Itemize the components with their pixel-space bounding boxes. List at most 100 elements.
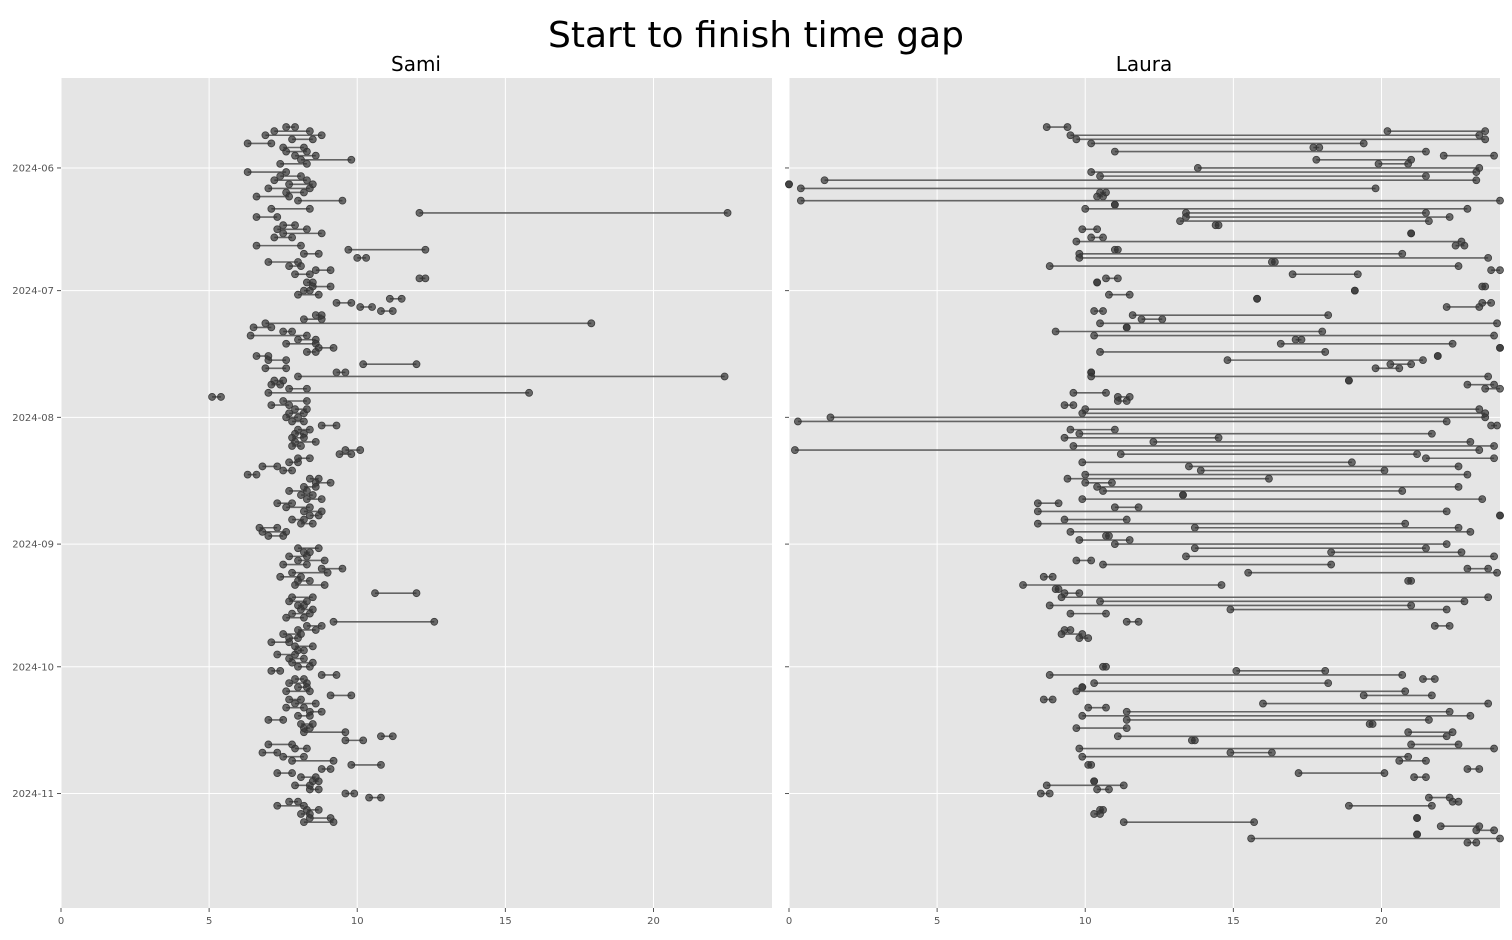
finish-point <box>377 793 385 802</box>
finish-point <box>347 450 356 459</box>
start-point <box>1075 634 1084 643</box>
finish-point <box>1490 454 1498 463</box>
start-point <box>288 756 296 765</box>
finish-point <box>430 617 439 626</box>
start-point <box>1045 671 1054 679</box>
start-point <box>279 327 288 336</box>
finish-point <box>305 286 314 295</box>
start-point <box>1463 564 1472 573</box>
finish-point <box>285 401 294 409</box>
finish-point <box>1484 593 1493 602</box>
finish-point <box>1084 634 1093 643</box>
start-point <box>288 568 296 577</box>
finish-point <box>1179 491 1187 499</box>
finish-point <box>1430 675 1439 683</box>
start-point <box>297 773 305 782</box>
start-point <box>1259 699 1267 708</box>
finish-point <box>412 360 421 369</box>
start-point <box>249 323 258 332</box>
finish-point <box>1099 192 1107 201</box>
finish-point <box>1214 433 1223 442</box>
finish-point <box>1475 303 1484 311</box>
panel-sami: 0 5 10 15 20 2024-06 2024-07 2024-08 2024-09 2024… <box>12 78 772 927</box>
finish-point <box>1422 544 1430 553</box>
finish-point <box>276 380 285 389</box>
finish-point <box>1102 703 1110 712</box>
finish-point <box>300 188 308 197</box>
start-point <box>252 192 261 201</box>
start-point <box>288 658 296 667</box>
finish-point <box>305 425 314 434</box>
finish-point <box>347 155 356 164</box>
start-point <box>1439 151 1448 160</box>
start-point <box>267 638 276 647</box>
start-point <box>273 801 282 810</box>
finish-point <box>1158 315 1167 324</box>
y-tick-label: 2024-07 <box>12 286 54 297</box>
start-point <box>258 462 267 471</box>
start-point <box>332 298 341 307</box>
start-point <box>305 474 314 483</box>
finish-point <box>1422 209 1430 217</box>
start-point <box>1060 433 1069 442</box>
start-point <box>288 135 296 144</box>
finish-point <box>267 139 276 148</box>
start-point <box>282 703 291 712</box>
start-point <box>285 695 294 704</box>
start-point <box>1122 617 1131 626</box>
start-point <box>826 413 835 422</box>
start-point <box>1223 356 1232 365</box>
start-point <box>1247 834 1256 843</box>
finish-point <box>338 564 347 573</box>
finish-point <box>317 495 326 504</box>
start-point <box>1063 474 1072 483</box>
start-point <box>1193 164 1202 172</box>
finish-point <box>314 777 323 786</box>
start-point <box>285 679 294 688</box>
start-point <box>1057 630 1066 638</box>
finish-point <box>1270 258 1279 266</box>
start-point <box>332 368 341 377</box>
finish-point <box>314 544 323 553</box>
start-point <box>1075 429 1084 438</box>
finish-point <box>332 421 341 430</box>
start-point <box>1072 687 1081 696</box>
finish-point <box>1401 687 1410 696</box>
chart-title: Start to finish time gap <box>548 15 964 56</box>
start-point <box>246 331 255 340</box>
start-point <box>1419 675 1427 683</box>
start-point <box>294 556 302 565</box>
finish-point <box>273 748 282 757</box>
start-point <box>1185 462 1193 471</box>
finish-point <box>1321 666 1330 675</box>
start-point <box>1463 380 1472 389</box>
start-point <box>1244 568 1253 577</box>
finish-point <box>397 294 406 303</box>
finish-point <box>302 331 311 340</box>
finish-point <box>1075 589 1084 598</box>
finish-point <box>1315 143 1324 152</box>
finish-point <box>317 707 326 716</box>
start-point <box>1051 327 1060 336</box>
finish-point <box>317 131 326 140</box>
start-point <box>385 294 394 303</box>
start-point <box>1374 159 1383 168</box>
finish-point <box>1463 204 1472 213</box>
y-tick-label: 2024-09 <box>12 540 54 551</box>
x-tick-label: 15 <box>499 916 512 927</box>
start-point <box>1463 838 1472 847</box>
finish-point <box>1321 348 1330 356</box>
start-point <box>285 180 294 189</box>
finish-point <box>1122 397 1131 405</box>
start-point <box>1075 744 1084 753</box>
finish-point <box>1267 748 1276 757</box>
start-point <box>1090 679 1099 688</box>
finish-point <box>1472 176 1481 185</box>
finish-point <box>785 180 793 189</box>
start-point <box>282 147 291 156</box>
start-point <box>1072 237 1081 246</box>
finish-point <box>1404 752 1413 761</box>
finish-point <box>276 666 285 675</box>
start-point <box>291 151 299 160</box>
finish-point <box>1102 662 1110 671</box>
